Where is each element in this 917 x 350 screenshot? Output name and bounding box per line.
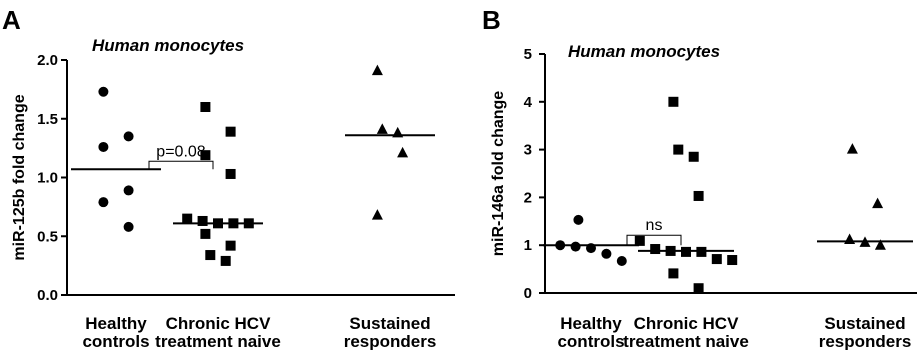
panel-subtitle: Human monocytes — [92, 36, 244, 55]
x-tick-label: Sustained — [349, 314, 430, 333]
data-point — [220, 255, 231, 266]
y-tick-label: 1.5 — [37, 111, 58, 128]
data-point — [200, 102, 211, 112]
y-tick-label: 1.0 — [37, 170, 58, 187]
x-tick-label: Chronic HCV — [634, 314, 740, 333]
data-point — [668, 268, 679, 279]
significance-bracket — [148, 160, 214, 170]
data-point — [200, 228, 211, 239]
x-tick-label: Sustained — [824, 314, 905, 333]
data-point — [200, 150, 211, 161]
data-point — [123, 221, 134, 232]
data-point — [392, 126, 404, 138]
significance-label: p=0.08 — [156, 143, 205, 160]
data-point — [650, 244, 661, 255]
data-point — [673, 144, 684, 155]
data-point — [397, 146, 409, 158]
data-point — [371, 209, 383, 220]
data-point — [205, 250, 216, 261]
x-tick-label: responders — [344, 332, 437, 350]
data-point — [182, 213, 193, 224]
panel-subtitle: Human monocytes — [568, 42, 720, 61]
data-point — [225, 240, 236, 251]
data-point — [681, 246, 691, 257]
significance-bracket — [626, 234, 682, 246]
data-point — [555, 240, 566, 251]
data-point — [197, 215, 208, 226]
x-tick-label: controls — [82, 332, 149, 350]
data-point — [123, 185, 134, 196]
y-tick-label: 0 — [524, 285, 532, 302]
x-tick-label: Healthy — [560, 314, 622, 333]
data-point — [586, 243, 596, 254]
y-axis-label: miR-146a fold change — [490, 91, 507, 256]
y-tick-label: 2 — [524, 189, 532, 206]
data-point — [859, 236, 871, 247]
y-tick-label: 0.0 — [37, 287, 58, 304]
x-tick-label: Chronic HCV — [166, 314, 272, 333]
data-point — [570, 241, 581, 252]
panel-letter: B — [482, 5, 501, 35]
data-point — [98, 86, 109, 97]
data-point — [601, 248, 612, 259]
y-tick-label: 1 — [524, 237, 532, 254]
data-point — [693, 190, 704, 201]
data-point — [846, 143, 858, 154]
data-point — [688, 151, 699, 162]
data-point — [727, 255, 738, 266]
data-point — [711, 254, 722, 265]
y-axis-label: miR-125b fold change — [11, 94, 28, 260]
data-point — [616, 255, 627, 266]
data-point — [225, 126, 236, 137]
data-point — [634, 235, 645, 246]
data-point — [668, 96, 679, 107]
panel-letter: A — [2, 5, 21, 35]
data-point — [376, 123, 388, 134]
data-point — [243, 218, 254, 229]
y-tick-label: 3 — [524, 142, 532, 159]
data-point — [665, 245, 676, 256]
x-tick-label: controls — [557, 332, 624, 350]
y-tick-label: 5 — [524, 46, 532, 63]
data-point — [213, 218, 223, 229]
y-tick-label: 2.0 — [37, 52, 58, 69]
data-point — [98, 141, 109, 152]
data-point — [872, 197, 884, 209]
x-tick-label: treatment naive — [155, 332, 281, 350]
data-point — [696, 246, 707, 257]
panel-b: B Human monocytes 0 1 2 3 4 5 miR-146a fold chan… — [482, 5, 917, 350]
data-point — [874, 239, 886, 250]
data-point — [225, 168, 236, 179]
data-point — [371, 64, 383, 76]
x-tick-label: treatment naive — [623, 332, 749, 350]
y-tick-label: 0.5 — [37, 228, 58, 245]
data-point — [693, 283, 704, 294]
data-point — [573, 214, 584, 225]
data-point — [844, 233, 856, 244]
significance-label: ns — [646, 217, 663, 234]
x-tick-label: responders — [819, 332, 912, 350]
data-point — [98, 197, 109, 208]
panel-a: A Human monocytes 0.0 0.5 1.0 1.5 2.0 miR-125b … — [2, 5, 455, 350]
data-point — [228, 218, 239, 229]
x-tick-label: Healthy — [85, 314, 147, 333]
data-point — [123, 131, 134, 142]
y-tick-label: 4 — [524, 94, 533, 111]
